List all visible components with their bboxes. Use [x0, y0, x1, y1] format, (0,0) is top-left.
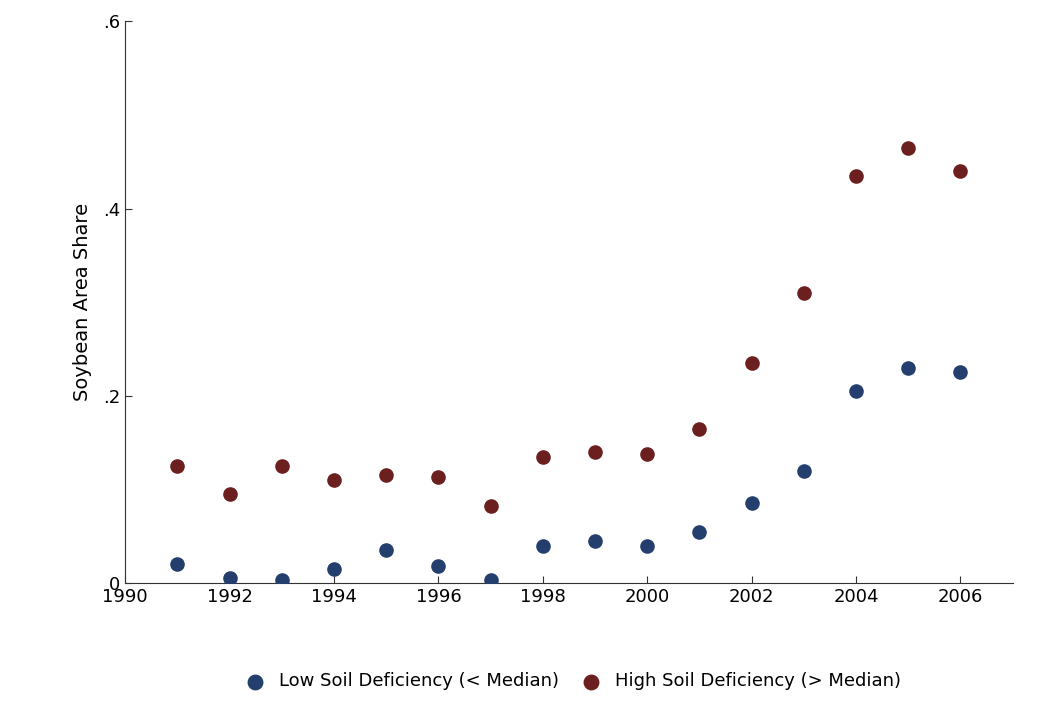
High Soil Deficiency (> Median)	[326, 474, 342, 486]
Low Soil Deficiency (< Median)	[326, 563, 342, 574]
High Soil Deficiency (> Median)	[952, 166, 969, 177]
Low Soil Deficiency (< Median)	[587, 535, 603, 547]
High Soil Deficiency (> Median)	[743, 358, 760, 369]
Low Soil Deficiency (< Median)	[848, 385, 864, 397]
High Soil Deficiency (> Median)	[221, 488, 238, 500]
High Soil Deficiency (> Median)	[535, 451, 551, 462]
High Soil Deficiency (> Median)	[848, 170, 864, 181]
Low Soil Deficiency (< Median)	[639, 540, 656, 551]
High Soil Deficiency (> Median)	[169, 460, 186, 471]
Low Soil Deficiency (< Median)	[796, 465, 812, 476]
Low Soil Deficiency (< Median)	[691, 526, 708, 538]
High Soil Deficiency (> Median)	[482, 501, 499, 512]
Low Soil Deficiency (< Median)	[169, 559, 186, 570]
Low Soil Deficiency (< Median)	[221, 572, 238, 584]
High Soil Deficiency (> Median)	[587, 447, 603, 458]
Low Soil Deficiency (< Median)	[482, 574, 499, 586]
Low Soil Deficiency (< Median)	[274, 574, 290, 586]
Low Soil Deficiency (< Median)	[535, 540, 551, 551]
Low Soil Deficiency (< Median)	[430, 560, 447, 572]
Legend: Low Soil Deficiency (< Median), High Soil Deficiency (> Median): Low Soil Deficiency (< Median), High Soi…	[230, 665, 908, 697]
Low Soil Deficiency (< Median)	[900, 362, 917, 373]
Low Soil Deficiency (< Median)	[378, 545, 395, 556]
High Soil Deficiency (> Median)	[639, 448, 656, 459]
High Soil Deficiency (> Median)	[274, 460, 290, 471]
High Soil Deficiency (> Median)	[430, 471, 447, 483]
Low Soil Deficiency (< Median)	[952, 367, 969, 378]
High Soil Deficiency (> Median)	[378, 470, 395, 481]
Y-axis label: Soybean Area Share: Soybean Area Share	[73, 203, 92, 401]
Low Soil Deficiency (< Median)	[743, 498, 760, 509]
High Soil Deficiency (> Median)	[900, 142, 917, 154]
High Soil Deficiency (> Median)	[691, 423, 708, 434]
High Soil Deficiency (> Median)	[796, 287, 812, 299]
